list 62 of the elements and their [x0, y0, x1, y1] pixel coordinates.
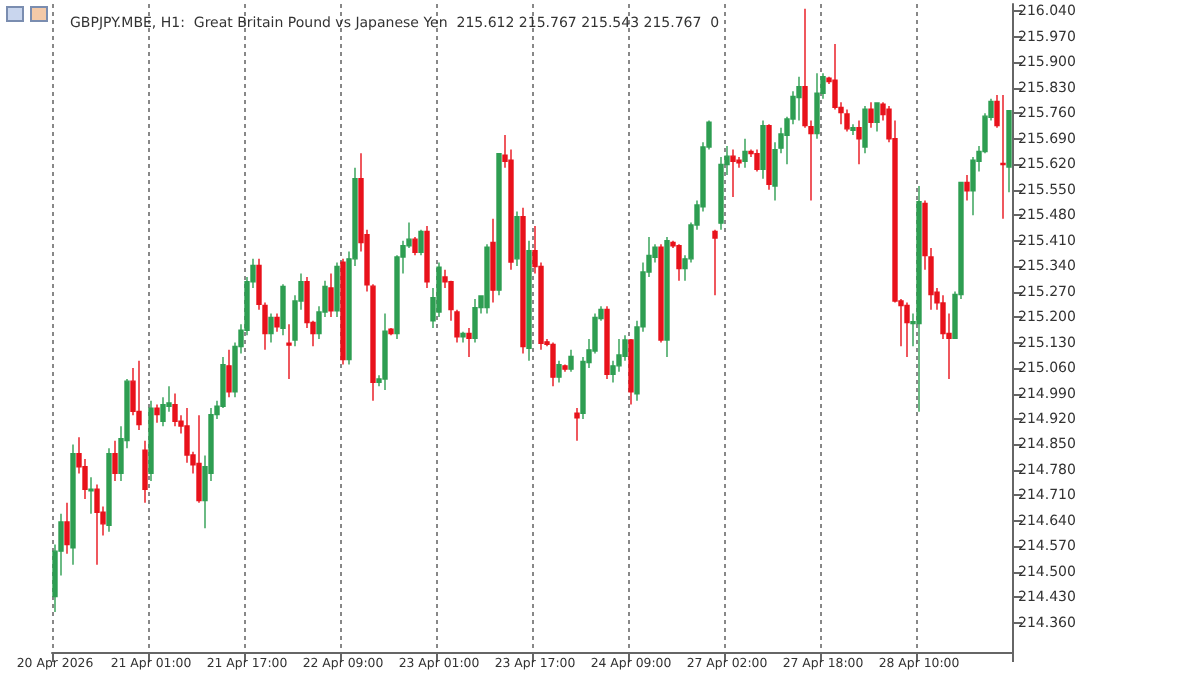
candlestick	[568, 349, 574, 373]
candlestick	[412, 236, 418, 256]
candlestick	[562, 363, 568, 373]
candlestick	[850, 123, 856, 136]
candlestick	[520, 207, 526, 355]
candlestick	[136, 360, 142, 431]
candlestick	[676, 243, 682, 282]
candlestick	[148, 400, 154, 482]
candlestick	[664, 236, 670, 358]
candlestick	[196, 414, 202, 504]
candlestick	[556, 360, 562, 384]
candlestick	[760, 119, 766, 180]
candlestick	[268, 312, 274, 344]
candlestick	[628, 338, 634, 406]
candlestick	[574, 407, 580, 442]
candlestick	[70, 443, 76, 566]
candlestick	[514, 210, 520, 267]
candlestick	[874, 101, 880, 133]
candlestick	[742, 138, 748, 169]
candlestick	[280, 283, 286, 336]
candlestick	[340, 258, 346, 366]
candlestick	[88, 476, 94, 515]
candlestick	[526, 239, 532, 362]
candlestick	[484, 243, 490, 315]
candlestick	[418, 229, 424, 256]
candlestick	[814, 72, 820, 140]
candlestick	[796, 76, 802, 122]
candlestick	[112, 440, 118, 482]
candlestick	[172, 392, 178, 427]
candlestick	[382, 312, 388, 391]
candlestick	[142, 440, 148, 504]
candlestick	[550, 341, 556, 387]
candlestick	[658, 243, 664, 344]
candlestick	[154, 403, 160, 424]
candlestick	[766, 123, 772, 191]
candlestick	[844, 108, 850, 133]
candlestick	[1000, 94, 1006, 220]
candlestick	[94, 483, 100, 566]
candlestick	[862, 105, 868, 154]
candlestick	[1006, 109, 1012, 193]
candlestick	[328, 272, 334, 318]
candlestick	[754, 148, 760, 173]
candlestick	[466, 327, 472, 358]
candlestick	[868, 101, 874, 129]
candlestick	[424, 225, 430, 289]
candlestick	[106, 447, 112, 533]
candlestick	[964, 174, 970, 202]
candlestick	[496, 152, 502, 296]
candlestick	[730, 148, 736, 198]
candlestick	[460, 330, 466, 344]
candlestick	[286, 323, 292, 380]
candlestick	[490, 218, 496, 304]
candlestick	[274, 312, 280, 333]
candlestick	[856, 119, 862, 165]
candlestick	[472, 298, 478, 344]
candlestick	[64, 502, 70, 555]
candlestick	[334, 261, 340, 318]
candlestick	[904, 301, 910, 358]
candlestick	[226, 349, 232, 398]
candlestick	[712, 229, 718, 296]
candlestick	[388, 327, 394, 336]
candlestick	[604, 305, 610, 380]
